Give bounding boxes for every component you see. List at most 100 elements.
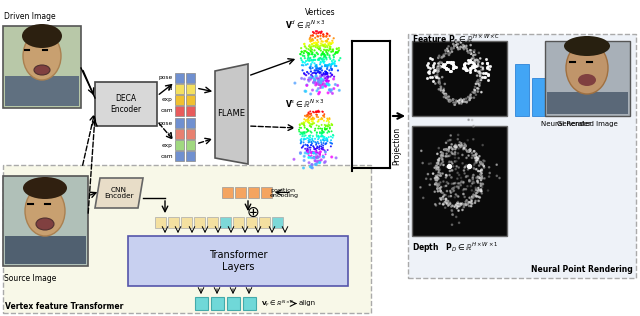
Point xyxy=(473,78,483,83)
Point xyxy=(432,178,442,183)
Point xyxy=(310,68,320,73)
Point xyxy=(313,80,323,85)
Point xyxy=(422,60,433,65)
Point xyxy=(314,66,324,71)
Point xyxy=(317,58,328,64)
Point xyxy=(322,39,332,44)
Point xyxy=(326,87,337,92)
Point xyxy=(438,171,448,176)
Point xyxy=(433,176,444,181)
Point xyxy=(450,100,460,105)
Point xyxy=(461,163,472,168)
Point xyxy=(466,200,476,205)
Point xyxy=(477,143,488,148)
Point xyxy=(447,222,457,227)
Point xyxy=(432,161,442,166)
Point xyxy=(435,186,445,191)
Point xyxy=(307,60,317,65)
Point xyxy=(432,186,442,191)
Point xyxy=(470,59,481,64)
Point xyxy=(495,175,505,180)
Point xyxy=(415,185,426,190)
Point xyxy=(299,123,309,128)
Point xyxy=(319,118,329,123)
Point xyxy=(310,147,321,152)
Point xyxy=(437,151,447,156)
Point xyxy=(324,44,335,49)
Point xyxy=(450,180,460,185)
Point xyxy=(308,80,319,85)
Point xyxy=(311,64,321,69)
Point xyxy=(474,69,484,74)
FancyBboxPatch shape xyxy=(3,176,88,266)
Point xyxy=(299,41,309,46)
Point xyxy=(465,148,475,153)
Point xyxy=(321,55,332,60)
Point xyxy=(313,133,323,138)
Point xyxy=(294,125,305,130)
Text: Neural Render: Neural Render xyxy=(541,121,591,127)
Point xyxy=(449,63,460,68)
Point xyxy=(318,113,328,118)
Point xyxy=(447,212,458,217)
Point xyxy=(465,178,476,183)
Point xyxy=(439,64,449,69)
Point xyxy=(474,187,484,192)
Point xyxy=(430,81,440,86)
Point xyxy=(303,115,314,120)
Polygon shape xyxy=(95,178,143,208)
Point xyxy=(479,75,490,80)
Point xyxy=(428,64,438,69)
Point xyxy=(449,186,459,191)
Point xyxy=(301,113,312,118)
Point xyxy=(443,49,453,54)
Point xyxy=(306,49,316,54)
Point xyxy=(308,58,319,63)
Point xyxy=(476,160,486,165)
Point xyxy=(474,50,484,55)
Point xyxy=(307,116,317,121)
Point xyxy=(312,144,323,149)
Point xyxy=(317,43,328,48)
Point xyxy=(334,88,344,93)
Point xyxy=(471,187,481,192)
Point xyxy=(434,182,444,187)
Point xyxy=(444,159,454,164)
Point xyxy=(436,155,447,160)
Point xyxy=(296,139,307,144)
Point xyxy=(310,52,320,57)
Point xyxy=(312,41,322,46)
Point xyxy=(320,71,330,76)
Point xyxy=(322,31,332,36)
Text: CNN
Encoder: CNN Encoder xyxy=(104,186,134,199)
Point xyxy=(465,96,475,101)
Point xyxy=(318,34,328,39)
Point xyxy=(326,121,337,126)
Point xyxy=(322,137,332,142)
Point xyxy=(307,139,317,144)
Point xyxy=(329,74,339,79)
Point xyxy=(458,161,468,166)
Point xyxy=(304,78,314,83)
Point xyxy=(310,54,320,59)
Point xyxy=(310,151,320,156)
Point xyxy=(434,87,444,92)
Point xyxy=(472,86,483,91)
Point xyxy=(319,134,330,139)
Point xyxy=(296,130,306,135)
Point xyxy=(298,140,308,145)
Point xyxy=(445,137,456,143)
Point xyxy=(304,44,314,49)
Point xyxy=(437,64,447,69)
Point xyxy=(314,134,324,139)
Point xyxy=(312,76,322,81)
Point xyxy=(319,72,329,77)
Point xyxy=(322,63,332,68)
Point xyxy=(454,185,464,191)
Point xyxy=(443,181,453,186)
Point xyxy=(305,114,315,119)
Point xyxy=(476,181,486,186)
Point xyxy=(473,168,483,173)
Point xyxy=(317,64,327,69)
Point xyxy=(302,146,312,151)
